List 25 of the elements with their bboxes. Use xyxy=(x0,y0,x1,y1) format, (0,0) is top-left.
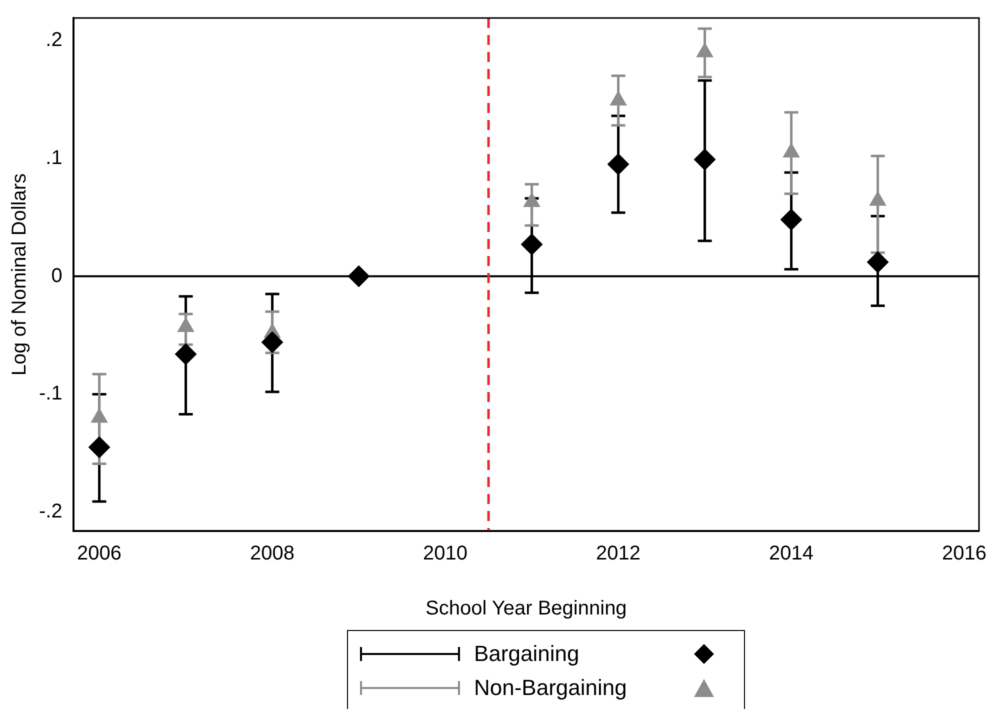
x-tick-label: 2016 xyxy=(942,542,987,565)
point xyxy=(520,233,543,256)
legend-label: Bargaining xyxy=(474,641,580,667)
x-tick-label: 2008 xyxy=(250,542,295,565)
point xyxy=(696,42,714,58)
point xyxy=(174,343,197,366)
point xyxy=(261,331,284,354)
legend-label: Non-Bargaining xyxy=(474,675,628,701)
x-tick-label: 2012 xyxy=(596,542,641,565)
point xyxy=(869,190,886,206)
y-tick-label: -.1 xyxy=(38,382,62,405)
x-tick-label: 2014 xyxy=(769,542,814,565)
y-tick-label: .1 xyxy=(46,146,62,169)
point xyxy=(610,90,627,106)
point xyxy=(780,208,802,231)
x-axis-title: School Year Beginning xyxy=(426,598,627,620)
y-tick-label: 0 xyxy=(51,264,62,287)
point xyxy=(88,436,110,458)
y-tick-label: -.2 xyxy=(38,500,62,523)
x-tick-label: 2006 xyxy=(77,542,122,565)
x-tick-label: 2010 xyxy=(423,542,468,565)
point xyxy=(866,251,889,274)
y-axis-title: Log of Nominal Dollars xyxy=(8,173,31,376)
y-tick-label: .2 xyxy=(46,28,62,51)
point xyxy=(348,265,370,288)
